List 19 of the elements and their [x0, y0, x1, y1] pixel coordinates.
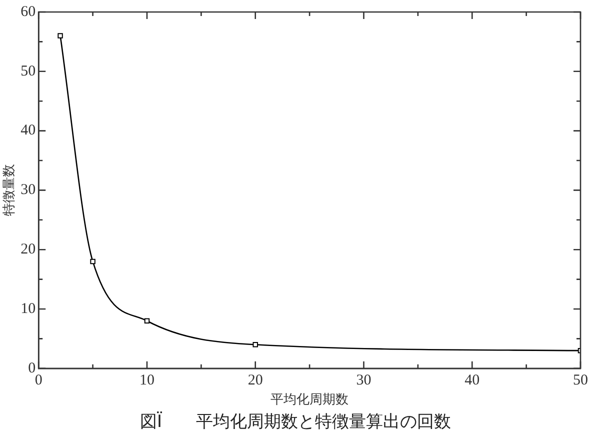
point — [58, 33, 63, 38]
y-tick-label: 30 — [20, 182, 36, 198]
x-tick-label: 20 — [248, 372, 263, 388]
x-axis-title: 平均化周期数 — [270, 392, 349, 408]
y-tick-label: 60 — [20, 4, 36, 20]
y-tick-label: 10 — [20, 300, 36, 317]
text: 図Ï 平均化周期数と特徴量算出の回数 — [138, 410, 452, 433]
x-tick-label: 10 — [139, 372, 154, 388]
y-tick-label: 50 — [20, 63, 36, 80]
y-tick-label: 40 — [20, 122, 36, 139]
x-tick-label: 50 — [573, 372, 588, 388]
y-tick-label: 20 — [20, 242, 36, 258]
y-axis-title: 特徴量数 — [2, 164, 18, 216]
x-tick-label: 40 — [464, 372, 480, 388]
x-tick-label: 30 — [356, 372, 372, 388]
point — [252, 342, 258, 348]
point — [90, 258, 96, 264]
y-tick-label: 0 — [28, 360, 36, 376]
point — [144, 318, 150, 324]
